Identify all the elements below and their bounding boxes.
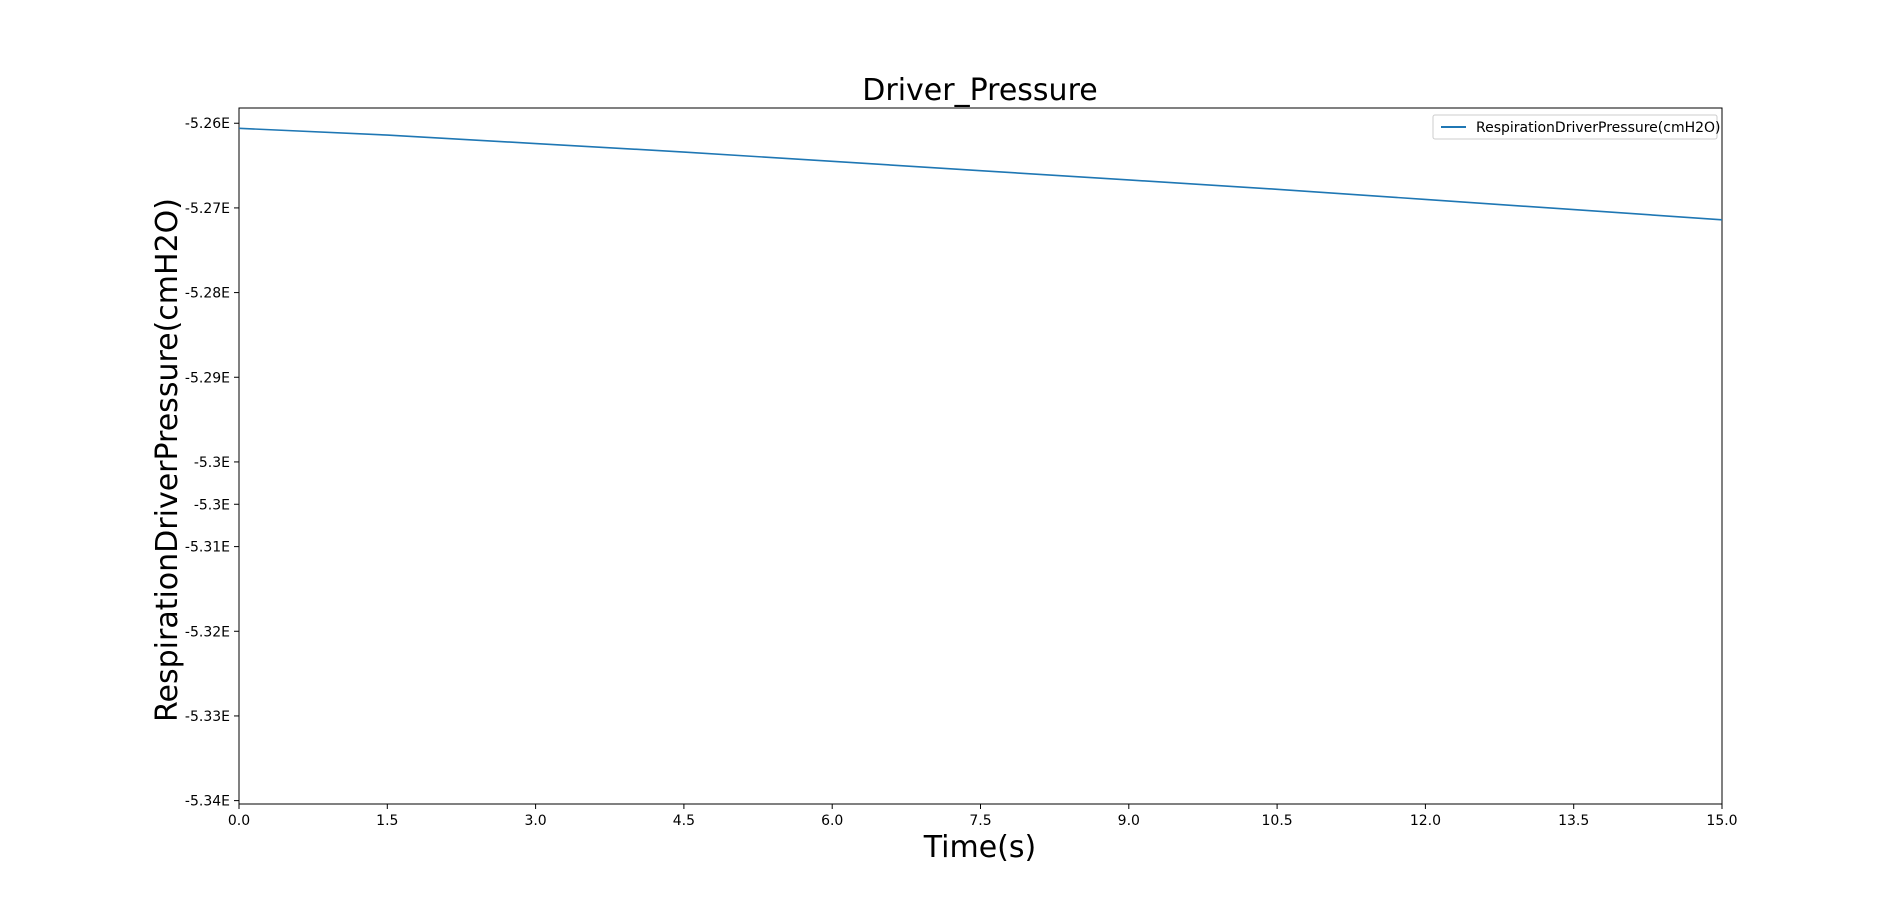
legend: RespirationDriverPressure(cmH2O) bbox=[1432, 114, 1721, 140]
series-layer bbox=[238, 127, 1723, 221]
x-tick-label: 10.5 bbox=[1262, 813, 1293, 829]
y-tick-label: -5.29E bbox=[185, 370, 230, 386]
y-tick-label: -5.3E bbox=[194, 497, 230, 513]
legend-label: RespirationDriverPressure(cmH2O) bbox=[1476, 120, 1721, 136]
y-tick-label: -5.33E bbox=[185, 709, 230, 725]
series-line bbox=[238, 127, 1723, 221]
chart-title: Driver_Pressure bbox=[862, 73, 1097, 108]
x-tick-label: 6.0 bbox=[821, 813, 843, 829]
legend-box bbox=[1432, 114, 1718, 140]
y-tick-label: -5.26E bbox=[185, 116, 230, 132]
x-axis-title: Time(s) bbox=[923, 830, 1036, 865]
x-tick-label: 9.0 bbox=[1118, 813, 1140, 829]
y-axis-title: RespirationDriverPressure(cmH2O) bbox=[150, 198, 185, 722]
x-tick-label: 1.5 bbox=[376, 813, 398, 829]
y-tick-label: -5.32E bbox=[185, 624, 230, 640]
x-tick-label: 4.5 bbox=[673, 813, 695, 829]
x-tick-label: 12.0 bbox=[1410, 813, 1441, 829]
y-tick-label: -5.28E bbox=[185, 286, 230, 302]
y-tick-label: -5.34E bbox=[185, 794, 230, 810]
x-tick-label: 15.0 bbox=[1706, 813, 1737, 829]
y-tick-label: -5.27E bbox=[185, 201, 230, 217]
x-tick-label: 0.0 bbox=[228, 813, 250, 829]
x-tick-label: 7.5 bbox=[969, 813, 991, 829]
x-axis-ticks: 0.0 1.5 3.0 4.5 6.0 7.5 9.0 10.5 12.0 13.5 15.0 bbox=[228, 804, 1738, 829]
y-tick-label: -5.31E bbox=[185, 540, 230, 556]
y-tick-label: -5.3E bbox=[194, 455, 230, 471]
y-axis-ticks: -5.26E -5.27E -5.28E -5.29E -5.3E -5.3E -5.31E… bbox=[185, 116, 239, 810]
x-tick-label: 3.0 bbox=[524, 813, 546, 829]
x-tick-label: 13.5 bbox=[1558, 813, 1589, 829]
